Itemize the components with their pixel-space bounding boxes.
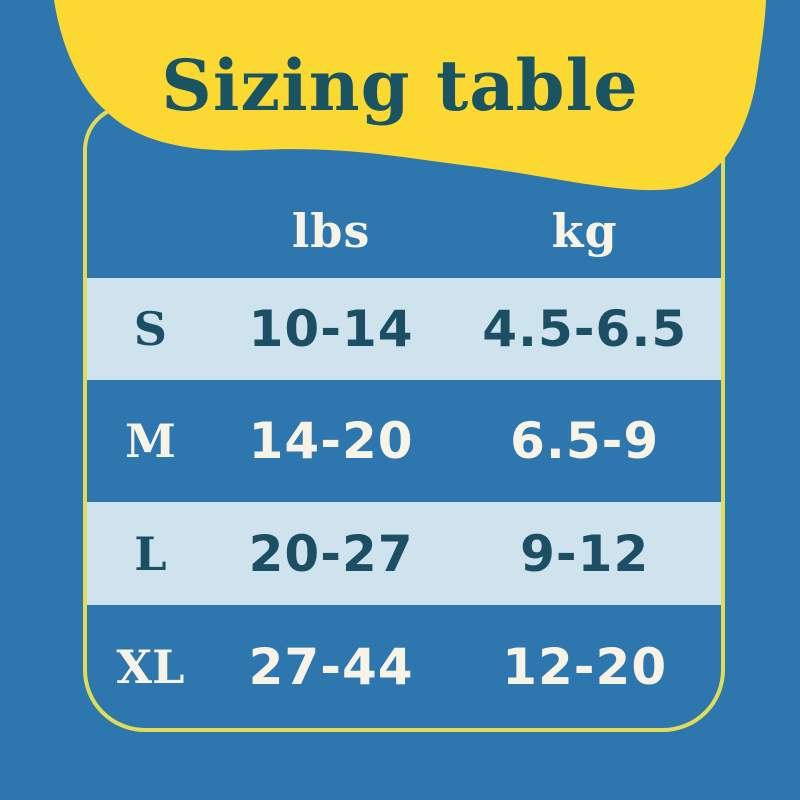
lbs-value: 20-27 [248, 524, 414, 583]
lbs-value: 27-44 [248, 637, 414, 696]
table-row-s: S 10-14 4.5-6.5 [87, 278, 721, 380]
table-header-row: lbs kg [87, 108, 721, 278]
lbs-value: 14-20 [248, 412, 414, 470]
sizing-table-body: lbs kg S 10-14 4.5-6.5 M 14-20 6.5-9 L 2… [87, 108, 721, 728]
size-label: L [134, 526, 167, 581]
lbs-value: 10-14 [248, 300, 414, 358]
title-blob-shape [54, 0, 766, 191]
header-size-column [87, 258, 214, 278]
sizing-table-panel: lbs kg S 10-14 4.5-6.5 M 14-20 6.5-9 L 2… [83, 104, 725, 732]
kg-value: 9-12 [520, 524, 650, 583]
kg-value: 12-20 [502, 637, 668, 696]
table-row-m: M 14-20 6.5-9 [87, 380, 721, 502]
table-row-xl: XL 27-44 12-20 [87, 605, 721, 728]
kg-value: 6.5-9 [510, 412, 660, 470]
kg-value: 4.5-6.5 [482, 300, 688, 358]
size-label: XL [116, 639, 185, 694]
page-title: Sizing table [161, 44, 639, 127]
header-lbs-label: lbs [291, 204, 371, 258]
size-label: M [124, 414, 176, 468]
header-kg-label: kg [551, 204, 618, 258]
table-row-l: L 20-27 9-12 [87, 502, 721, 605]
size-label: S [133, 302, 168, 356]
